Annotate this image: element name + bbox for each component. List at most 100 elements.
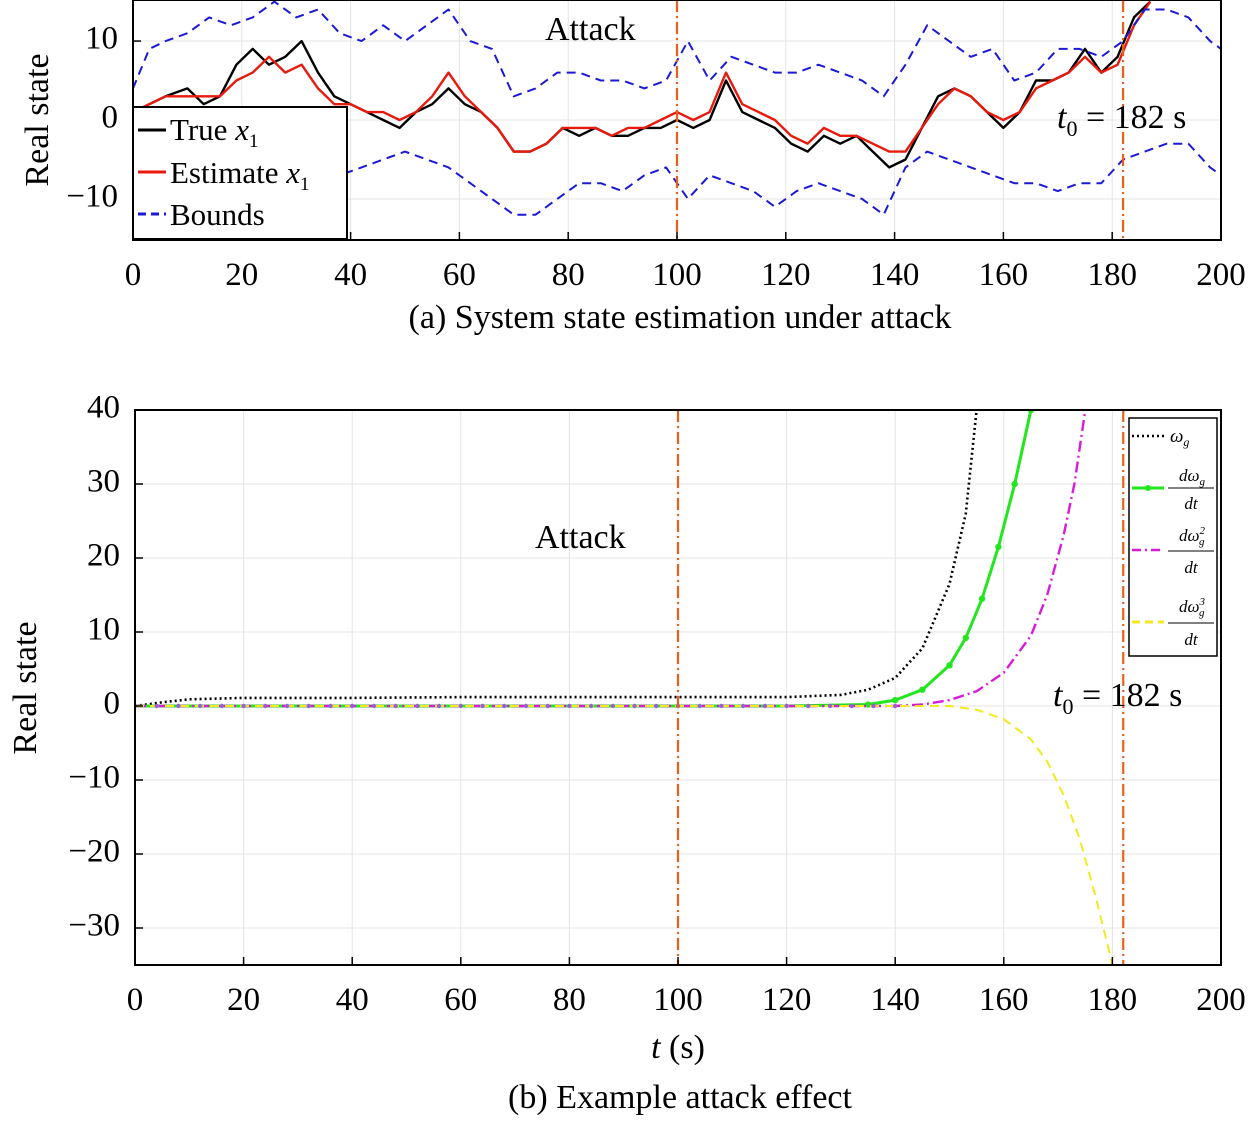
series-marker	[415, 703, 420, 709]
legend-label-domega2-num: dω2 g	[1179, 525, 1206, 548]
x-ticks-a: 0 20 40 60 80 100 120 140 160 180 200	[125, 232, 1246, 293]
x-tick-label: 200	[1196, 982, 1246, 1018]
x-tick-label: 60	[444, 982, 477, 1018]
legend-label-estimate: Estimate x1	[170, 155, 310, 195]
series-line	[135, 410, 978, 708]
attack-annotation-a: Attack	[545, 11, 636, 48]
attack-annotation-b: Attack	[535, 519, 626, 556]
x-tick-label: 0	[125, 257, 142, 293]
series-marker	[263, 703, 268, 709]
series-marker	[176, 703, 181, 709]
series-marker	[827, 703, 833, 709]
legend-label-domega2-den: dt	[1184, 558, 1199, 577]
y-tick-label: −30	[68, 908, 120, 944]
x-tick-label: 40	[336, 982, 369, 1018]
series-marker	[654, 703, 659, 709]
series-marker	[762, 703, 768, 709]
x-tick-label: 140	[870, 982, 920, 1018]
series-marker	[871, 703, 876, 709]
x-tick-label: 180	[1087, 257, 1137, 293]
y-tick-label: 20	[87, 538, 120, 574]
series-marker	[197, 703, 203, 709]
series-marker	[480, 703, 485, 709]
t0-annotation-b: t0 = 182 s	[1053, 677, 1182, 719]
y-tick-label: 40	[87, 390, 120, 426]
series-marker	[1011, 480, 1018, 488]
series-marker	[719, 703, 724, 709]
series-marker	[740, 703, 746, 709]
x-ticks-b: 0 20 40 60 80 100 120 140 160 180 200	[127, 957, 1246, 1018]
series-marker	[806, 703, 811, 709]
x-tick-label: 180	[1088, 982, 1138, 1018]
x-tick-label: 60	[443, 257, 476, 293]
x-tick-label: 140	[870, 257, 920, 293]
legend-label-true: True x1	[170, 112, 258, 152]
legend-b: ωg dωg dt dω2 g dt dω3 g dt	[1128, 417, 1218, 657]
legend-label-domega3-den: dt	[1184, 630, 1199, 649]
legend-label-domega-num: dωg	[1179, 466, 1206, 488]
legend-label-domega-den: dt	[1184, 494, 1199, 513]
series-line	[133, 0, 1152, 153]
series-marker	[393, 703, 398, 709]
y-tick-label: 0	[104, 686, 121, 722]
y-ticks-a: 10 0 −10	[66, 21, 141, 215]
series-marker	[962, 634, 969, 642]
x-tick-label: 80	[552, 257, 585, 293]
series-marker	[784, 703, 789, 709]
series-marker	[350, 703, 355, 709]
series-marker	[919, 686, 926, 693]
y-tick-label: 0	[102, 100, 119, 136]
caption-a: (a) System state estimation under attack	[409, 299, 952, 336]
x-tick-label: 40	[334, 257, 367, 293]
legend-box-b	[1128, 417, 1218, 657]
series-marker	[610, 703, 616, 709]
series-marker	[946, 662, 953, 669]
x-tick-label: 20	[227, 982, 260, 1018]
legend-label-domega3-num: dω3 g	[1179, 596, 1206, 619]
x-tick-label: 160	[979, 982, 1029, 1018]
vlines-b	[676, 410, 1125, 965]
series-marker	[219, 703, 225, 709]
series-group-b	[135, 410, 1114, 965]
x-tick-label: 20	[225, 257, 258, 293]
series-line	[135, 705, 1114, 965]
y-axis-label-b: Real state	[7, 621, 44, 754]
series-marker	[893, 703, 898, 709]
series-marker	[502, 703, 507, 709]
x-tick-label: 0	[127, 982, 144, 1018]
series-marker	[328, 703, 333, 709]
series-marker	[523, 703, 529, 709]
x-axis-label-b: t (s)	[651, 1029, 705, 1066]
y-tick-label: 10	[87, 612, 120, 648]
caption-b: (b) Example attack effect	[508, 1079, 852, 1116]
chart-a: 0 20 40 60 80 100 120 140 160 180 200 100−10 Real …	[19, 0, 1246, 336]
x-tick-label: 80	[553, 982, 586, 1018]
x-tick-label: 160	[979, 257, 1029, 293]
legend-marker-domega	[1145, 485, 1151, 491]
x-tick-label: 200	[1196, 257, 1246, 293]
vlines-a	[675, 0, 1125, 240]
y-tick-label: 30	[87, 464, 120, 500]
series-marker	[995, 543, 1002, 551]
x-tick-label: 100	[652, 257, 702, 293]
series-marker	[458, 703, 463, 709]
series-marker	[371, 703, 377, 709]
y-tick-label: −20	[68, 834, 120, 870]
series-marker	[892, 696, 899, 704]
x-tick-label: 120	[762, 982, 812, 1018]
series-marker	[849, 703, 854, 709]
series-marker	[284, 703, 290, 709]
series-marker	[154, 703, 159, 709]
series-marker	[436, 703, 442, 709]
y-tick-label: 10	[85, 21, 118, 57]
series-marker	[306, 703, 311, 709]
t0-annotation-a: t0 = 182 s	[1057, 99, 1186, 141]
x-tick-label: 100	[653, 982, 703, 1018]
series-marker	[978, 595, 986, 602]
series-marker	[588, 703, 594, 709]
series-marker	[632, 703, 637, 709]
series-marker	[864, 701, 872, 708]
series-marker	[545, 703, 550, 709]
y-ticks-b: 40 30 20 10 0 −10 −20 −30	[68, 390, 143, 944]
